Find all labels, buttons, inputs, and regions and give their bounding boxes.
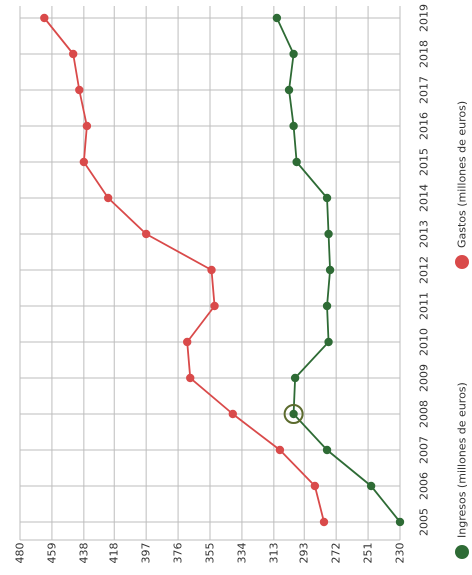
x-tick-label: 2014	[418, 184, 431, 212]
y-axis-ticks: 480 459 438 418 397 376 355 334 313 293 272 251 230	[14, 543, 407, 564]
x-tick-label: 2005	[418, 508, 431, 536]
data-point[interactable]	[289, 49, 298, 59]
data-point[interactable]	[324, 229, 333, 239]
y-tick-label: 438	[77, 543, 90, 564]
data-point[interactable]	[322, 445, 332, 455]
data-point[interactable]	[186, 373, 195, 383]
y-tick-label: 459	[45, 543, 58, 564]
data-point[interactable]	[79, 157, 89, 167]
data-point[interactable]	[272, 13, 282, 23]
highlight-ring	[283, 404, 304, 424]
data-point[interactable]	[69, 49, 78, 59]
data-point[interactable]	[82, 121, 92, 131]
x-axis-ticks: 2005 2006 2007 2008 2009 2010 2011 2012 2013 2014…	[418, 4, 431, 536]
y-tick-label: 480	[14, 543, 27, 564]
legend: Ingresos (millones de euros) Gastos (mill…	[455, 101, 469, 559]
x-tick-label: 2013	[418, 220, 431, 248]
data-point[interactable]	[228, 409, 237, 419]
data-point[interactable]	[207, 265, 216, 275]
data-point[interactable]	[324, 337, 333, 347]
y-tick-label: 355	[204, 543, 217, 564]
data-point[interactable]	[103, 193, 113, 203]
y-tick-label: 334	[235, 543, 248, 564]
data-point[interactable]	[183, 337, 192, 347]
x-tick-label: 2015	[418, 148, 431, 176]
series-points	[40, 13, 405, 527]
data-point[interactable]	[325, 265, 335, 275]
data-point[interactable]	[395, 517, 405, 527]
x-tick-label: 2010	[418, 328, 431, 356]
data-point[interactable]	[292, 157, 301, 167]
data-point[interactable]	[75, 85, 84, 95]
x-tick-label: 2008	[418, 400, 431, 428]
data-point[interactable]	[322, 193, 332, 203]
y-tick-label: 313	[267, 543, 280, 564]
data-point[interactable]	[289, 409, 298, 419]
data-point[interactable]	[210, 301, 219, 311]
x-tick-label: 2018	[418, 40, 431, 68]
y-tick-label: 397	[140, 543, 153, 564]
x-tick-label: 2011	[418, 292, 431, 320]
y-tick-label: 272	[330, 543, 343, 564]
x-tick-label: 2017	[418, 76, 431, 104]
data-point[interactable]	[289, 121, 298, 131]
data-point[interactable]	[366, 481, 376, 491]
y-tick-label: 251	[362, 543, 375, 564]
y-tick-label: 418	[108, 543, 121, 564]
data-point[interactable]	[40, 13, 49, 23]
y-tick-label: 230	[394, 543, 407, 564]
legend-marker[interactable]	[455, 545, 469, 559]
data-point[interactable]	[319, 517, 329, 527]
y-tick-label: 376	[172, 543, 185, 564]
grid-vertical-lines	[19, 6, 401, 540]
y-tick-label: 293	[298, 543, 311, 564]
data-point[interactable]	[290, 373, 300, 383]
legend-label: Gastos (millones de euros)	[456, 101, 469, 248]
legend-marker[interactable]	[455, 255, 469, 269]
data-point[interactable]	[275, 445, 285, 455]
legend-label: Ingresos (millones de euros)	[456, 382, 469, 538]
x-tick-label: 2016	[418, 112, 431, 140]
x-tick-label: 2012	[418, 256, 431, 284]
x-tick-label: 2007	[418, 436, 431, 464]
x-tick-label: 2006	[418, 472, 431, 500]
highlight-marker	[283, 404, 304, 424]
data-point[interactable]	[284, 85, 294, 95]
data-point[interactable]	[322, 301, 332, 311]
x-tick-label: 2019	[418, 4, 431, 32]
data-point[interactable]	[141, 229, 151, 239]
data-point[interactable]	[310, 481, 320, 491]
grid-horizontal-lines	[20, 17, 400, 541]
x-tick-label: 2009	[418, 364, 431, 392]
